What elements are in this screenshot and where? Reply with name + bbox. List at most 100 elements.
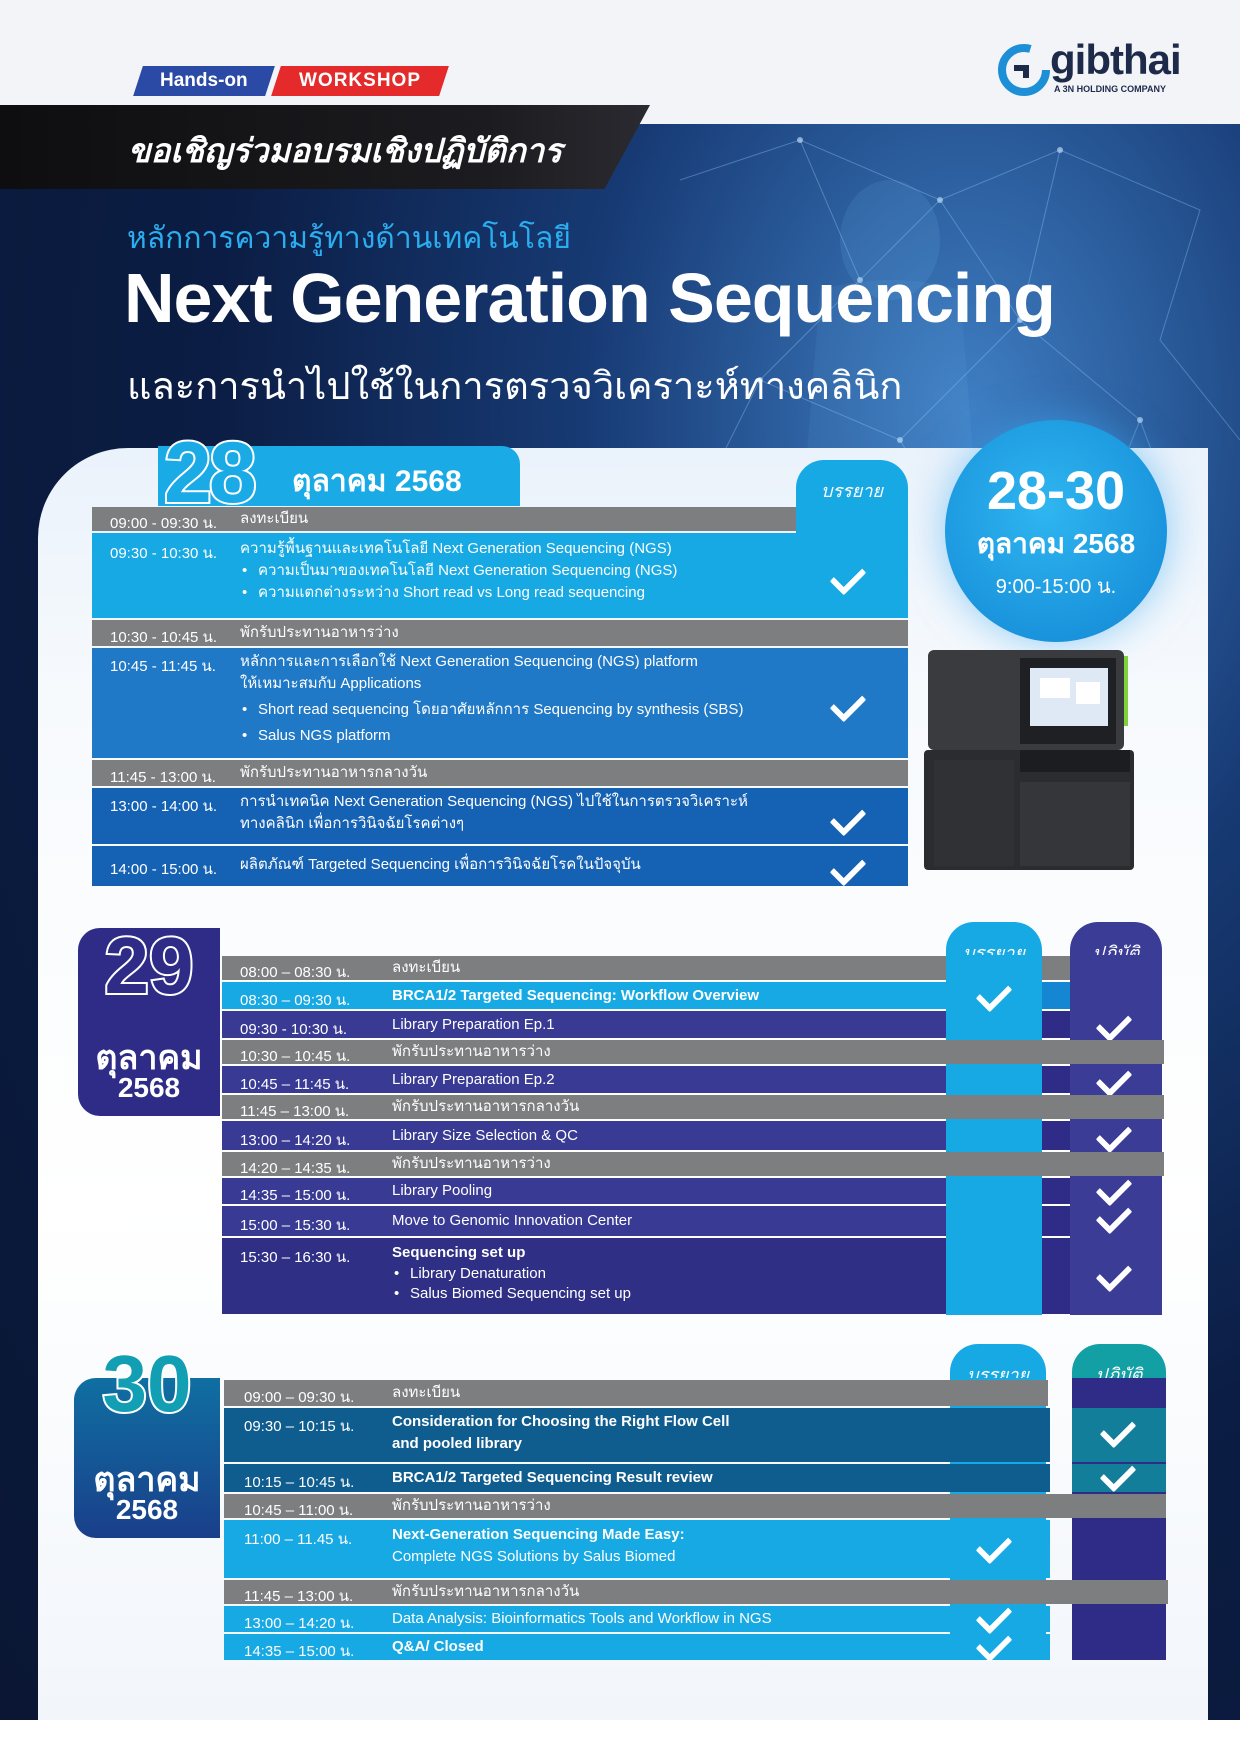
day29-time: 10:45 – 11:45 น. (240, 1076, 350, 1093)
sequencer-machine-image (924, 650, 1134, 870)
invite-text: ขอเชิญร่วมอบรมเชิงปฏิบัติการ (128, 132, 562, 169)
day29-activity: พักรับประทานอาหารกลางวัน (392, 1098, 580, 1115)
day30-side-label: 30 ตุลาคม 2568 (74, 1337, 220, 1538)
day29-row: 14:35 – 15:00 น. Library Pooling (222, 1178, 946, 1204)
day28-number: 28 (162, 423, 259, 523)
day30-time: 10:15 – 10:45 น. (244, 1474, 355, 1491)
invite-banner (0, 105, 650, 189)
title-line-2: และการนำไปใช้ในการตรวจวิเคราะห์ทางคลินิก (127, 366, 903, 408)
day30-activity: พักรับประทานอาหารกลางวัน (392, 1583, 580, 1600)
day29-gap-cell (1042, 1238, 1070, 1314)
day29-bullet: Library Denaturation (392, 1264, 631, 1284)
day28-bullet: Salus NGS platform (240, 725, 743, 747)
check-icon (1098, 1204, 1136, 1230)
day30-row: 11:45 – 13:00 น. พักรับประทานอาหารกลางวั… (224, 1580, 1168, 1605)
check-icon (1098, 1123, 1136, 1149)
day29-row: 11:45 – 13:00 น. พักรับประทานอาหารกลางวั… (222, 1095, 1164, 1120)
day29-row: 15:00 – 15:30 น. Move to Genomic Innovat… (222, 1206, 946, 1236)
day29-gap-cell (1042, 1178, 1070, 1204)
day28-bullet: ความแตกต่างระหว่าง Short read vs Long re… (240, 582, 677, 604)
check-icon (978, 1534, 1016, 1560)
day28-lecture-cell (796, 507, 908, 531)
day29-year: 2568 (117, 1072, 181, 1103)
logo-mark-icon (998, 44, 1050, 96)
day30-time: 11:45 – 13:00 น. (244, 1588, 354, 1605)
day30-activity: ลงทะเบียน (392, 1384, 461, 1401)
day30-time: 10:45 – 11:00 น. (244, 1502, 354, 1519)
top-band (0, 0, 1240, 124)
workshop-badge: WORKSHOP (271, 66, 449, 96)
day28-lecture-label: บรรยาย (821, 481, 883, 501)
day30-activity: Consideration for Choosing the Right Flo… (392, 1413, 730, 1430)
check-icon (1102, 1462, 1140, 1488)
day28-row: 09:30 - 10:30 น. ความรู้พื้นฐานและเทคโนโ… (92, 533, 796, 618)
day28-activity: พักรับประทานอาหารกลางวัน (240, 764, 428, 781)
day29-row: 10:30 – 10:45 น. พักรับประทานอาหารว่าง (222, 1040, 1164, 1065)
bottom-margin (0, 1720, 1240, 1754)
date-time: 9:00-15:00 น. (995, 576, 1117, 598)
logo-wordmark: gibthai (1050, 36, 1182, 83)
day28-activity: ลงทะเบียน (240, 510, 309, 527)
day28-row: 11:45 - 13:00 น. พักรับประทานอาหารกลางวั… (92, 760, 908, 786)
day29-activity: Move to Genomic Innovation Center (392, 1212, 633, 1229)
day28-row: 10:30 - 10:45 น. พักรับประทานอาหารว่าง (92, 620, 908, 646)
day29-activity: ลงทะเบียน (392, 959, 461, 976)
day29-activity: BRCA1/2 Targeted Sequencing: Workflow Ov… (392, 987, 760, 1004)
subtitle: หลักการความรู้ทางด้านเทคโนโลยี (127, 222, 571, 255)
day28-activity: พักรับประทานอาหารว่าง (240, 624, 399, 641)
day29-row: 15:30 – 16:30 น. Sequencing set up Libra… (222, 1238, 946, 1314)
day29-time: 15:00 – 15:30 น. (240, 1217, 351, 1234)
day29-row: 08:00 – 08:30 น. ลงทะเบียน (222, 956, 946, 981)
day30-row: 13:00 – 14:20 น. Data Analysis: Bioinfor… (224, 1606, 1050, 1632)
check-icon (832, 565, 870, 591)
date-range: 28-30 (986, 461, 1126, 521)
day29-row: 08:30 – 09:30 น. BRCA1/2 Targeted Sequen… (222, 982, 946, 1009)
day29-side-label: 29 ตุลาคม 2568 (78, 919, 220, 1116)
day28-time: 09:30 - 10:30 น. (110, 545, 217, 562)
day28-lecture-cell (796, 648, 908, 758)
day30-time: 11:00 – 11.45 น. (244, 1531, 353, 1548)
day30-row: 09:30 – 10:15 น. Consideration for Choos… (224, 1408, 1050, 1462)
day28-activity: หลักการและการเลือกใช้ Next Generation Se… (240, 653, 698, 670)
day28-time: 13:00 - 14:00 น. (110, 798, 217, 815)
day28-row: 14:00 - 15:00 น. ผลิตภัณฑ์ Targeted Sequ… (92, 846, 796, 886)
day29-gap-cell (1042, 982, 1070, 1009)
day30-time: 13:00 – 14:20 น. (244, 1615, 355, 1632)
day29-bullet: Salus Biomed Sequencing set up (392, 1284, 631, 1304)
check-icon (1098, 1012, 1136, 1038)
check-icon (978, 1632, 1016, 1658)
day28-time: 10:30 - 10:45 น. (110, 629, 217, 646)
day28-time: 10:45 - 11:45 น. (110, 658, 216, 675)
day29-activity: Sequencing set up (392, 1244, 526, 1261)
day30-activity: Data Analysis: Bioinformatics Tools and … (392, 1610, 772, 1627)
day30-activity: Complete NGS Solutions by Salus Biomed (392, 1548, 676, 1565)
day28-activity: การนำเทคนิค Next Generation Sequencing (… (240, 793, 748, 810)
day30-activity: and pooled library (392, 1435, 523, 1452)
day29-activity: Library Preparation Ep.1 (392, 1016, 555, 1033)
gibthai-logo: gibthai A 3N HOLDING COMPANY (996, 36, 1196, 100)
logo-tagline: A 3N HOLDING COMPANY (1054, 84, 1167, 94)
day28-time: 14:00 - 15:00 น. (110, 861, 217, 878)
day28-activity: ทางคลินิก เพื่อการวินิจฉัยโรคต่างๆ (240, 815, 465, 832)
day30-number: 30 (101, 1337, 194, 1430)
day30-time: 14:35 – 15:00 น. (244, 1643, 355, 1660)
day30-row: 10:15 – 10:45 น. BRCA1/2 Targeted Sequen… (224, 1464, 1050, 1492)
hands-on-badge: Hands-on (133, 66, 275, 96)
main-title: Next Generation Sequencing (124, 259, 1056, 337)
day30-activity: BRCA1/2 Targeted Sequencing Result revie… (392, 1469, 713, 1486)
day29-gap-cell (1042, 1011, 1070, 1038)
day28-row: 10:45 - 11:45 น. หลักการและการเลือกใช้ N… (92, 648, 796, 758)
check-icon (1098, 1262, 1136, 1288)
day29-lecture-column (946, 955, 1042, 1315)
day29-time: 08:00 – 08:30 น. (240, 964, 351, 981)
day29-activity: พักรับประทานอาหารว่าง (392, 1155, 551, 1172)
day28-tab (158, 446, 520, 506)
check-icon (832, 692, 870, 718)
day29-row: 09:30 - 10:30 น. Library Preparation Ep.… (222, 1011, 946, 1038)
date-month: ตุลาคม 2568 (976, 528, 1136, 559)
day29-time: 10:30 – 10:45 น. (240, 1048, 351, 1065)
day29-activity: พักรับประทานอาหารว่าง (392, 1043, 551, 1060)
day30-activity: Next-Generation Sequencing Made Easy: (392, 1526, 685, 1543)
day30-time: 09:00 – 09:30 น. (244, 1389, 355, 1406)
day30-row: 09:00 – 09:30 น. ลงทะเบียน (224, 1380, 1048, 1406)
